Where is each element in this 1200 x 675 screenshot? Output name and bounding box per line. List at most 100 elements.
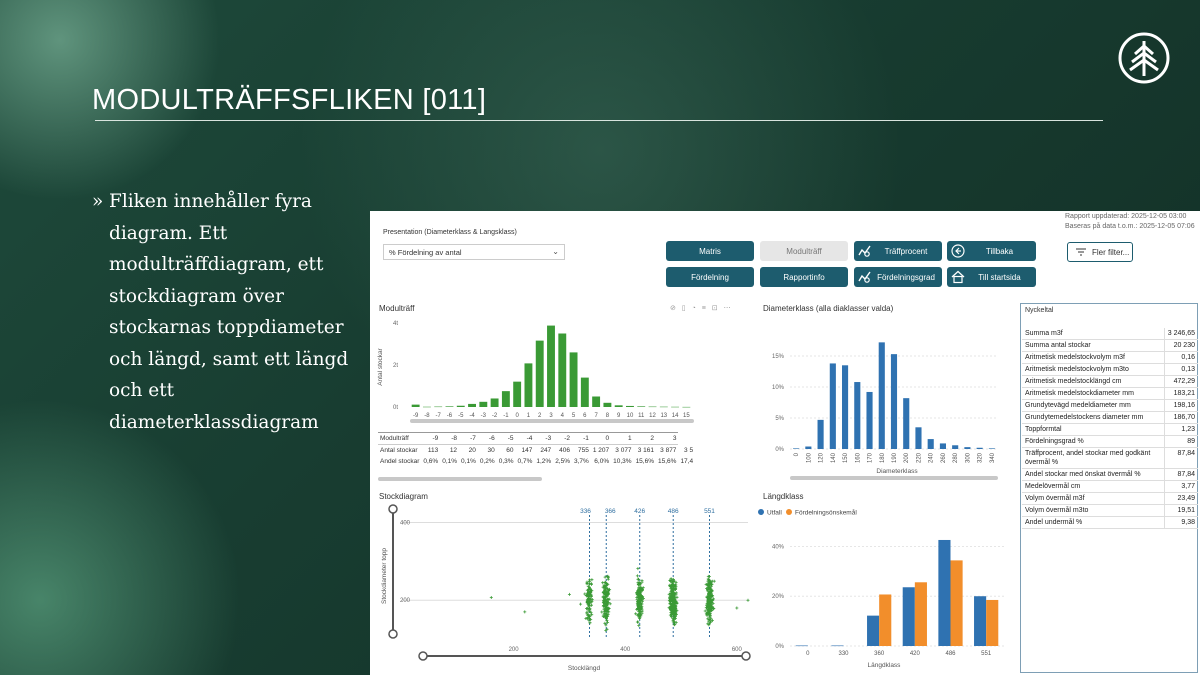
bar[interactable] xyxy=(490,398,499,407)
nyckeltal-value: 19,51 xyxy=(1163,504,1198,517)
nyckeltal-row: Volym övermål m3f 23,49 xyxy=(1022,492,1198,505)
x-tick-label: 150 xyxy=(843,452,849,463)
bar[interactable] xyxy=(445,406,454,407)
modultraff-table-scrollbar[interactable] xyxy=(378,477,542,481)
bar[interactable] xyxy=(682,406,691,408)
bar[interactable] xyxy=(988,448,995,449)
bar[interactable] xyxy=(964,447,971,449)
bar[interactable] xyxy=(637,406,646,407)
bar[interactable] xyxy=(914,582,927,646)
nyckeltal-row: Andel undermål % 9,38 xyxy=(1022,516,1198,529)
y-tick-label: 2t xyxy=(393,363,398,369)
bar[interactable] xyxy=(422,406,431,408)
back-arrow-icon xyxy=(951,244,965,258)
bar[interactable] xyxy=(866,391,873,449)
nyckeltal-label: Medelövermål cm xyxy=(1022,480,1165,493)
bar[interactable] xyxy=(842,365,849,449)
bar[interactable] xyxy=(831,645,844,647)
bar[interactable] xyxy=(524,363,533,407)
bar[interactable] xyxy=(456,405,465,407)
bar[interactable] xyxy=(903,398,910,449)
table-cell: 2,5% xyxy=(555,458,571,465)
bar[interactable] xyxy=(986,599,999,646)
matris-button[interactable]: Matris xyxy=(666,241,754,261)
bar[interactable] xyxy=(558,333,567,408)
bar[interactable] xyxy=(817,419,824,449)
bar[interactable] xyxy=(938,539,951,646)
nyckeltal-panel: Nyckeltal Summa m3f 3 246,65 Summa antal s… xyxy=(1020,303,1198,673)
bar[interactable] xyxy=(648,406,657,408)
bar[interactable] xyxy=(795,645,808,647)
traffprocent-button[interactable]: Träffprocent xyxy=(854,241,942,261)
stockdiagram-title: Stockdiagram xyxy=(379,492,428,501)
bar[interactable] xyxy=(854,382,861,449)
fordelning-button[interactable]: Fördelning xyxy=(666,267,754,287)
tillbaka-button[interactable]: Tillbaka xyxy=(947,241,1036,261)
bar[interactable] xyxy=(902,587,915,646)
bar[interactable] xyxy=(592,396,601,408)
nyckeltal-row: Aritmetisk medelstockvolym m3to 0,13 xyxy=(1022,363,1198,376)
bar[interactable] xyxy=(614,405,623,407)
x-tick-label: 3 xyxy=(549,413,553,419)
bar[interactable] xyxy=(974,596,987,646)
bar[interactable] xyxy=(927,439,934,449)
report-updated: Rapport uppdaterad: 2025-12-05 03:00 xyxy=(1065,213,1187,220)
y-range-slider[interactable] xyxy=(388,504,398,639)
bar[interactable] xyxy=(580,377,589,407)
bar[interactable] xyxy=(878,342,885,449)
nyckeltal-label: Aritmetisk medelstocklängd cm xyxy=(1022,375,1165,388)
bar[interactable] xyxy=(547,325,555,407)
nyckeltal-row: Aritmetisk medelstocklängd cm 472,29 xyxy=(1022,375,1198,388)
bar[interactable] xyxy=(569,352,578,407)
bar[interactable] xyxy=(671,406,680,408)
bar[interactable] xyxy=(939,443,946,449)
bar[interactable] xyxy=(535,340,544,407)
bar[interactable] xyxy=(513,381,522,407)
table-cell: -1 xyxy=(572,432,591,445)
bar[interactable] xyxy=(952,445,959,449)
bar[interactable] xyxy=(805,446,812,449)
rapportinfo-button[interactable]: Rapportinfo xyxy=(760,267,848,287)
bar[interactable] xyxy=(479,401,488,407)
table-cell: 15,6% xyxy=(635,458,654,465)
bar[interactable] xyxy=(603,402,612,407)
visual-header-icons[interactable]: ⊘ ▯ ◔ ≡ ⊡ ⋯ xyxy=(670,305,733,312)
diameterklass-scrollbar[interactable] xyxy=(790,476,998,480)
bar[interactable] xyxy=(468,403,476,407)
bar[interactable] xyxy=(434,406,443,408)
x-tick-label: -1 xyxy=(503,413,509,419)
table-cell: 3 5 xyxy=(684,446,694,454)
x-tick-label: 200 xyxy=(509,647,520,653)
legend-marker xyxy=(786,509,792,515)
modultraff-button[interactable]: Modulträff xyxy=(760,241,848,261)
x-tick-label: 0 xyxy=(515,413,519,419)
scatter-points[interactable] xyxy=(489,567,750,632)
x-tick-label: 4 xyxy=(561,413,565,419)
bar[interactable] xyxy=(501,391,510,407)
bar[interactable] xyxy=(950,560,963,646)
bar[interactable] xyxy=(411,404,420,407)
bar[interactable] xyxy=(626,405,634,407)
bar[interactable] xyxy=(867,615,880,646)
x-tick-label: 180 xyxy=(880,452,886,463)
x-range-slider[interactable] xyxy=(418,651,751,661)
bar[interactable] xyxy=(915,427,922,449)
fler-filter-button[interactable]: Fler filter... xyxy=(1067,242,1133,262)
table-cell: 0,3% xyxy=(498,458,514,465)
bar[interactable] xyxy=(976,447,983,449)
nyckeltal-row: Grundytevägd medeldiameter mm 198,16 xyxy=(1022,399,1198,412)
x-tick-label: 360 xyxy=(874,651,885,657)
bar[interactable] xyxy=(659,406,668,408)
fordelningsgrad-button[interactable]: Fördelningsgrad xyxy=(854,267,942,287)
table-cell: -4 xyxy=(515,432,535,445)
x-tick-label: 0 xyxy=(794,452,800,456)
bar[interactable] xyxy=(890,354,898,449)
presentation-dropdown[interactable]: % Fördelning av antal ⌄ xyxy=(383,244,565,260)
till-startsida-button[interactable]: Till startsida xyxy=(947,267,1036,287)
modultraff-scrollbar[interactable] xyxy=(410,419,694,423)
bar[interactable] xyxy=(829,363,836,449)
bar[interactable] xyxy=(793,448,800,449)
nyckeltal-label: Fördelningsgrad % xyxy=(1022,435,1165,448)
nyckeltal-value: 89 xyxy=(1163,435,1198,448)
bar[interactable] xyxy=(879,594,892,646)
